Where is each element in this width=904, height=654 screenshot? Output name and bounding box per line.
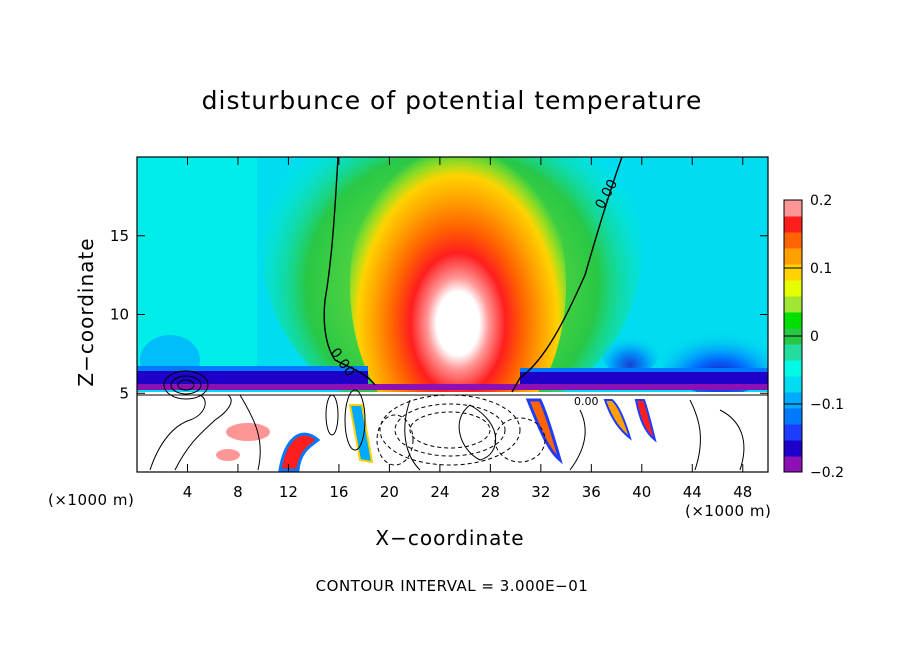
colorbar-tick-label: 0.2 (810, 193, 832, 209)
colorbar (783, 199, 803, 473)
negative-contours (376, 394, 546, 466)
colorbar-ticks: 0.2 0.1 0 −0.1 −0.2 (784, 193, 844, 481)
zero-contour-west (323, 157, 376, 386)
x-tick-label: 44 (683, 483, 702, 501)
colorbar-tick-label: −0.1 (810, 397, 844, 413)
warm-blob-2 (278, 432, 321, 472)
x-tick-label: 4 (183, 483, 193, 501)
x-unit-right: (×1000 m) (685, 502, 772, 520)
colorbar-swatch (784, 296, 802, 313)
x-tick-label: 12 (279, 483, 298, 501)
colorbar-swatch (784, 344, 802, 361)
colorbar-swatch (784, 200, 802, 217)
x-tick-label: 8 (233, 483, 243, 501)
x-tick-label: 32 (531, 483, 550, 501)
x-tick-label: 20 (380, 483, 399, 501)
warm-plume (350, 157, 566, 445)
colorbar-swatch (784, 312, 802, 329)
colorbar-swatch (784, 264, 802, 281)
colorbar-swatch (784, 376, 802, 393)
x-tick-label: 24 (430, 483, 449, 501)
chart-title: disturbunce of potential temperature (201, 86, 703, 115)
colorbar-swatch (784, 408, 802, 425)
colorbar-swatch (784, 392, 802, 409)
colorbar-swatch (784, 280, 802, 297)
zero-contour-east (511, 157, 623, 393)
y-tick-label: 10 (110, 306, 129, 324)
colorbar-tick-label: −0.2 (810, 465, 844, 481)
colorbar-swatch (784, 456, 802, 473)
colorbar-swatch (784, 248, 802, 265)
colorbar-tick-label: 0 (810, 329, 819, 345)
x-tick-label: 28 (481, 483, 500, 501)
colorbar-swatch (784, 424, 802, 441)
x-tick-label: 40 (632, 483, 651, 501)
x-axis-label: X−coordinate (375, 526, 525, 550)
y-axis: 5 10 15 (110, 227, 768, 402)
x-axis: 4 8 12 16 20 24 28 32 36 40 44 48 (183, 157, 752, 501)
colorbar-swatch (784, 216, 802, 233)
boundary-contours (137, 370, 768, 471)
colorbar-swatch (784, 440, 802, 457)
contour-label-2: 0.00 (574, 395, 599, 408)
y-tick-label: 15 (110, 227, 129, 245)
field-layer (137, 157, 768, 472)
colorbar-swatch (784, 360, 802, 377)
colorbar-swatch (784, 232, 802, 249)
colorbar-tick-label: 0.1 (810, 261, 832, 277)
contour-interval-note: CONTOUR INTERVAL = 3.000E−01 (315, 577, 589, 595)
y-axis-label: Z−coordinate (74, 237, 98, 387)
x-tick-label: 16 (329, 483, 348, 501)
x-tick-label: 48 (733, 483, 752, 501)
x-unit-left: (×1000 m) (48, 491, 135, 509)
x-tick-label: 36 (582, 483, 601, 501)
warm-blob-1 (226, 423, 270, 441)
cold-layer-west (137, 368, 368, 388)
y-tick-label: 5 (119, 384, 129, 402)
